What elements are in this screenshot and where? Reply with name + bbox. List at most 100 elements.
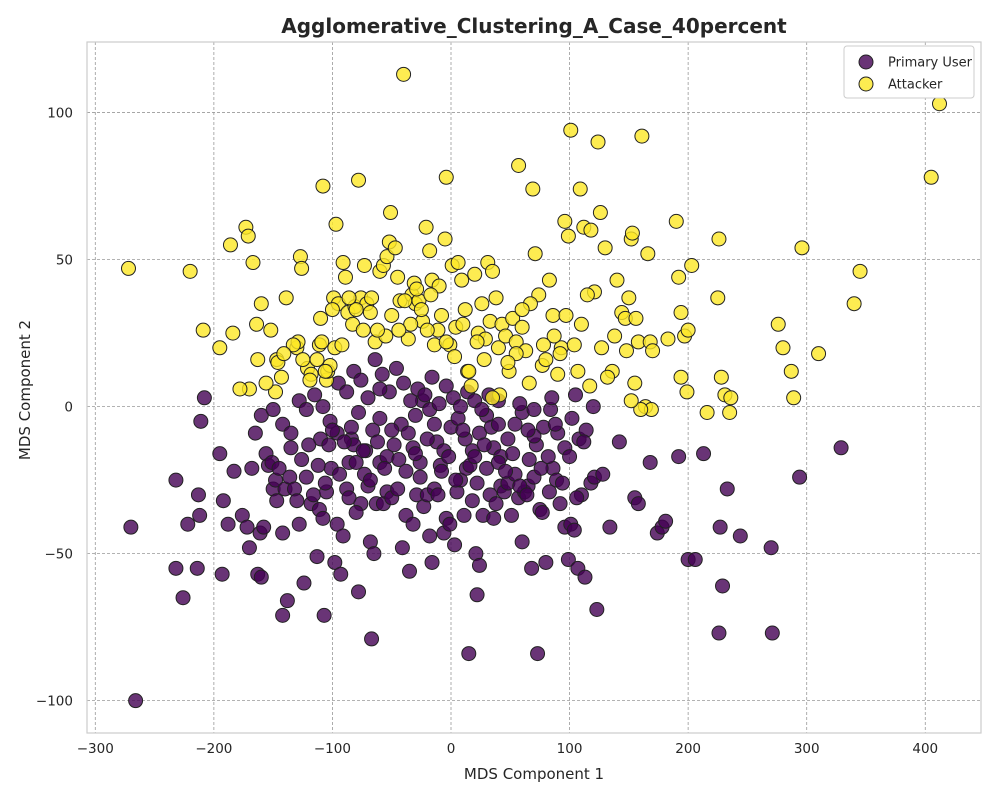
attacker-point [711,231,727,247]
primary-user-point [175,590,191,606]
primary-user-point [339,384,355,400]
primary-user-point [447,537,463,553]
primary-user-point [239,519,255,535]
primary-user-point [336,434,352,450]
primary-user-point [360,390,376,406]
attacker-point [422,243,438,259]
primary-user-point [400,425,416,441]
primary-user-point [275,607,291,623]
attacker-point [249,316,265,332]
attacker-point [351,172,367,188]
attacker-point [525,181,541,197]
attacker-point [469,334,485,350]
attacker-point [302,372,318,388]
attacker-point [396,66,412,82]
attacker-point [212,340,228,356]
primary-user-point [534,504,550,520]
attacker-point [313,310,329,326]
primary-user-point [538,554,554,570]
primary-user-point [315,510,331,526]
attacker-point [627,375,643,391]
attacker-point [679,384,695,400]
primary-user-point [374,366,390,382]
primary-user-point [348,454,364,470]
attacker-point [474,296,490,312]
attacker-point [535,337,551,353]
primary-user-point [372,381,388,397]
attacker-point [550,366,566,382]
primary-user-point [335,528,351,544]
primary-user-point [424,554,440,570]
attacker-point [500,355,516,371]
primary-user-point [321,437,337,453]
attacker-point [623,393,639,409]
primary-user-point [309,549,325,565]
attacker-point [387,240,403,256]
primary-user-point [372,410,388,426]
attacker-point [232,381,248,397]
attacker-point [328,216,344,232]
attacker-point [309,352,325,368]
attacker-point [673,305,689,321]
primary-user-point [189,560,205,576]
primary-user-point [220,516,236,532]
primary-user-point [298,402,314,418]
attacker-point [356,257,372,273]
attacker-point [668,213,684,229]
attacker-point [592,205,608,221]
attacker-point [570,363,586,379]
primary-user-point [547,416,563,432]
attacker-point [538,352,554,368]
attacker-point [457,302,473,318]
primary-user-point [394,540,410,556]
attacker-point [634,128,650,144]
attacker-point [932,96,948,112]
primary-user-point [469,475,485,491]
attacker-point [710,290,726,306]
primary-user-point [405,516,421,532]
primary-user-point [419,431,435,447]
attacker-point [253,296,269,312]
attacker-point [511,157,527,173]
primary-user-point [275,525,291,541]
primary-user-point [441,449,457,465]
primary-user-point [298,469,314,485]
attacker-point [364,290,380,306]
primary-user-point [448,472,464,488]
primary-user-point [566,522,582,538]
primary-user-point [351,404,367,420]
primary-user-point [611,434,627,450]
attacker-point [579,287,595,303]
legend-label-primary-user: Primary User [888,56,973,71]
primary-user-point [562,449,578,465]
primary-user-point [503,507,519,523]
primary-user-point [315,399,331,415]
attacker-point [467,266,483,282]
attacker-point [383,205,399,221]
attacker-point [369,322,385,338]
primary-user-point [180,516,196,532]
chart-title: Agglomerative_Clustering_A_Case_40percen… [281,14,787,38]
attacker-point [505,310,521,326]
primary-user-point [438,378,454,394]
primary-user-point [512,396,528,412]
primary-user-point [602,519,618,535]
primary-user-point [474,402,490,418]
primary-user-point [343,419,359,435]
attacker-point [263,322,279,338]
primary-user-point [521,452,537,468]
attacker-point [240,228,256,244]
primary-user-point [576,434,592,450]
primary-user-point [560,552,576,568]
primary-user-point [355,443,371,459]
primary-user-point [792,469,808,485]
primary-user-point [307,387,323,403]
primary-user-point [467,449,483,465]
attacker-point [680,322,696,338]
attacker-point [437,231,453,247]
primary-user-point [524,560,540,576]
attacker-point [633,402,649,418]
primary-user-point [212,446,228,462]
attacker-point [438,334,454,350]
primary-user-point [215,493,231,509]
